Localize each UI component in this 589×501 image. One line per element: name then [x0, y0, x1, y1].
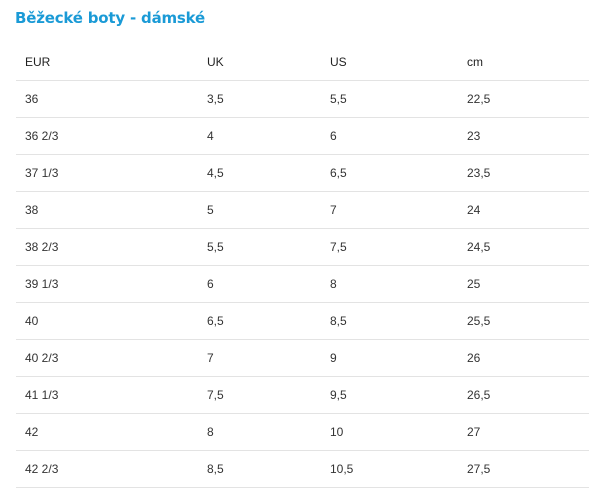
cell-eur: 38	[16, 191, 198, 229]
table-row: 39 1/3 6 8 25	[16, 265, 589, 303]
table-row: 38 2/3 5,5 7,5 24,5	[16, 228, 589, 266]
table-header-row: EUR UK US cm	[16, 44, 589, 81]
column-header-cm: cm	[458, 44, 589, 81]
cell-eur: 41 1/3	[16, 376, 198, 414]
cell-us: 7,5	[321, 228, 458, 266]
cell-eur: 40 2/3	[16, 339, 198, 377]
cell-uk: 7	[198, 339, 321, 377]
cell-uk: 6,5	[198, 302, 321, 340]
cell-cm: 24	[458, 191, 589, 229]
cell-us: 5,5	[321, 80, 458, 118]
cell-cm: 26	[458, 339, 589, 377]
cell-eur: 38 2/3	[16, 228, 198, 266]
table-row: 36 2/3 4 6 23	[16, 117, 589, 155]
cell-us: 6	[321, 117, 458, 155]
cell-cm: 25,5	[458, 302, 589, 340]
cell-uk: 4,5	[198, 154, 321, 192]
cell-uk: 5	[198, 191, 321, 229]
cell-eur: 37 1/3	[16, 154, 198, 192]
table-row: 42 8 10 27	[16, 413, 589, 451]
cell-us: 8,5	[321, 302, 458, 340]
cell-cm: 27	[458, 413, 589, 451]
size-chart-table: EUR UK US cm 36 3,5 5,5 22,5 36 2/3 4 6 …	[16, 44, 589, 488]
table-row: 40 2/3 7 9 26	[16, 339, 589, 377]
cell-cm: 22,5	[458, 80, 589, 118]
cell-uk: 5,5	[198, 228, 321, 266]
cell-us: 8	[321, 265, 458, 303]
cell-us: 10,5	[321, 450, 458, 488]
cell-cm: 23,5	[458, 154, 589, 192]
table-row: 41 1/3 7,5 9,5 26,5	[16, 376, 589, 414]
cell-uk: 7,5	[198, 376, 321, 414]
cell-us: 9	[321, 339, 458, 377]
cell-eur: 40	[16, 302, 198, 340]
column-header-eur: EUR	[16, 44, 198, 81]
table-row: 42 2/3 8,5 10,5 27,5	[16, 450, 589, 488]
table-row: 38 5 7 24	[16, 191, 589, 229]
table-row: 37 1/3 4,5 6,5 23,5	[16, 154, 589, 192]
cell-eur: 42	[16, 413, 198, 451]
page-title: Běžecké boty - dámské	[15, 9, 205, 27]
cell-us: 10	[321, 413, 458, 451]
cell-eur: 39 1/3	[16, 265, 198, 303]
cell-cm: 27,5	[458, 450, 589, 488]
cell-eur: 42 2/3	[16, 450, 198, 488]
cell-uk: 8	[198, 413, 321, 451]
cell-us: 6,5	[321, 154, 458, 192]
cell-uk: 4	[198, 117, 321, 155]
cell-cm: 23	[458, 117, 589, 155]
cell-eur: 36 2/3	[16, 117, 198, 155]
cell-cm: 24,5	[458, 228, 589, 266]
table-row: 36 3,5 5,5 22,5	[16, 80, 589, 118]
cell-cm: 25	[458, 265, 589, 303]
column-header-us: US	[321, 44, 458, 81]
cell-us: 7	[321, 191, 458, 229]
cell-cm: 26,5	[458, 376, 589, 414]
table-row: 40 6,5 8,5 25,5	[16, 302, 589, 340]
cell-us: 9,5	[321, 376, 458, 414]
cell-eur: 36	[16, 80, 198, 118]
column-header-uk: UK	[198, 44, 321, 81]
cell-uk: 3,5	[198, 80, 321, 118]
cell-uk: 6	[198, 265, 321, 303]
cell-uk: 8,5	[198, 450, 321, 488]
